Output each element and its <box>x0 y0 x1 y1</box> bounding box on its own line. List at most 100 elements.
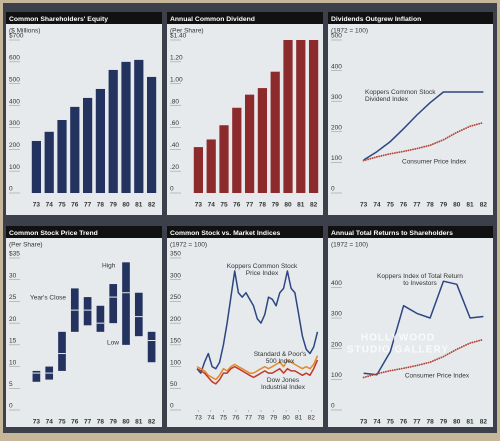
y-tick-label: 400 <box>9 98 20 105</box>
x-tick-label: 80 <box>453 202 461 209</box>
panel-header <box>6 226 162 238</box>
y-tick-label: .60 <box>170 120 179 127</box>
x-tick-label: 76 <box>71 419 79 426</box>
y-tick-label: 400 <box>331 63 342 70</box>
x-tick-label: 80 <box>284 202 292 209</box>
y-tick-label: 15 <box>9 338 17 345</box>
bar <box>70 106 80 193</box>
x-tick-label: 78 <box>97 202 105 209</box>
y-tick-label: $35 <box>9 251 20 258</box>
x-tick-label: 78 <box>259 202 267 209</box>
chart-subtitle: (1972 = 100) <box>170 242 207 249</box>
y-tick-label: 300 <box>331 94 342 101</box>
series-line <box>196 355 319 381</box>
y-tick-label: 100 <box>331 372 342 379</box>
x-tick-label: 81 <box>295 415 303 422</box>
y-tick-label: 600 <box>9 55 20 62</box>
y-tick-label: 350 <box>170 251 181 258</box>
y-tick-label: 200 <box>331 125 342 132</box>
series-label: Year's Close <box>30 295 66 302</box>
range-bar <box>109 284 118 324</box>
y-tick-label: 200 <box>170 316 181 323</box>
chart-title: Dividends Outgrew Inflation <box>331 16 421 23</box>
range-bar <box>122 262 130 345</box>
y-tick-label: 200 <box>331 341 342 348</box>
x-tick-label: 74 <box>46 419 54 426</box>
y-tick-label: 10 <box>9 359 17 366</box>
bar <box>44 131 54 193</box>
x-tick-label: 75 <box>220 202 228 209</box>
x-tick-label: 73 <box>360 419 368 426</box>
y-tick-label: 0 <box>170 403 174 410</box>
chart-title: Annual Common Dividend <box>170 16 255 23</box>
panel-header <box>6 12 162 24</box>
range-bar <box>96 305 105 332</box>
chart-subtitle: ($ Millions) <box>9 28 40 35</box>
bar <box>108 69 118 193</box>
x-tick-label: 76 <box>233 202 241 209</box>
y-tick-label: 100 <box>331 155 342 162</box>
x-tick-label: 75 <box>58 202 66 209</box>
chart-title: Common Stock Price Trend <box>9 230 98 237</box>
x-tick-label: 82 <box>148 202 156 209</box>
y-tick-label: 20 <box>9 316 17 323</box>
y-tick-label: 1.20 <box>170 55 183 62</box>
bar <box>296 40 306 193</box>
y-tick-label: $700 <box>9 33 24 40</box>
panel <box>167 226 323 427</box>
x-tick-label: 82 <box>310 202 318 209</box>
series-line <box>363 280 484 376</box>
bar <box>121 61 131 193</box>
y-tick-label: 0 <box>331 186 335 193</box>
x-tick-label: 82 <box>480 419 488 426</box>
y-tick-label: .20 <box>170 164 179 171</box>
y-tick-label: 0 <box>9 403 13 410</box>
y-tick-label: 0 <box>170 186 174 193</box>
x-tick-label: 80 <box>453 419 461 426</box>
chart-subtitle: (Per Share) <box>9 242 43 249</box>
y-tick-label: 100 <box>9 164 20 171</box>
series-label: Koppers Index of Total Return to Investor… <box>377 273 463 287</box>
bar <box>206 139 216 193</box>
y-tick-label: .80 <box>170 98 179 105</box>
series-label: Koppers Common Stock Price Index <box>227 263 298 277</box>
y-tick-label: 25 <box>9 294 17 301</box>
y-tick-label: 30 <box>9 272 17 279</box>
y-tick-label: 250 <box>170 294 181 301</box>
x-tick-label: 79 <box>110 202 118 209</box>
x-tick-label: 73 <box>360 202 368 209</box>
x-tick-label: 82 <box>480 202 488 209</box>
x-tick-label: 76 <box>71 202 79 209</box>
bar <box>219 125 229 193</box>
series-line <box>363 91 484 161</box>
range-bar <box>32 370 41 382</box>
bar <box>134 59 144 193</box>
y-tick-label: 5 <box>9 381 13 388</box>
chart-subtitle: (Per Share) <box>170 28 204 35</box>
x-tick-label: 82 <box>308 415 316 422</box>
x-tick-label: 81 <box>466 419 474 426</box>
bar <box>257 88 268 193</box>
x-tick-label: 76 <box>400 202 408 209</box>
bar <box>146 76 157 193</box>
x-tick-label: 74 <box>46 202 54 209</box>
x-tick-label: 79 <box>440 419 448 426</box>
y-tick-label: 0 <box>9 186 13 193</box>
panel-header <box>328 226 493 238</box>
y-tick-label: 0 <box>331 403 335 410</box>
x-tick-label: 79 <box>440 202 448 209</box>
y-tick-label: 500 <box>9 76 20 83</box>
bar <box>232 107 242 193</box>
panel-header <box>167 226 323 238</box>
series-label: Low <box>107 340 119 347</box>
series-label: Dow Jones Industrial Index <box>261 377 306 391</box>
x-tick-label: 81 <box>297 202 305 209</box>
x-tick-label: 77 <box>245 415 253 422</box>
range-bar <box>58 331 66 371</box>
watermark: STUDIO GALLERY <box>347 345 449 356</box>
x-tick-label: 75 <box>387 202 395 209</box>
x-tick-label: 77 <box>84 202 92 209</box>
chart-title: Common Shareholders' Equity <box>9 16 108 23</box>
watermark: HOLLYWOOD <box>361 333 435 344</box>
